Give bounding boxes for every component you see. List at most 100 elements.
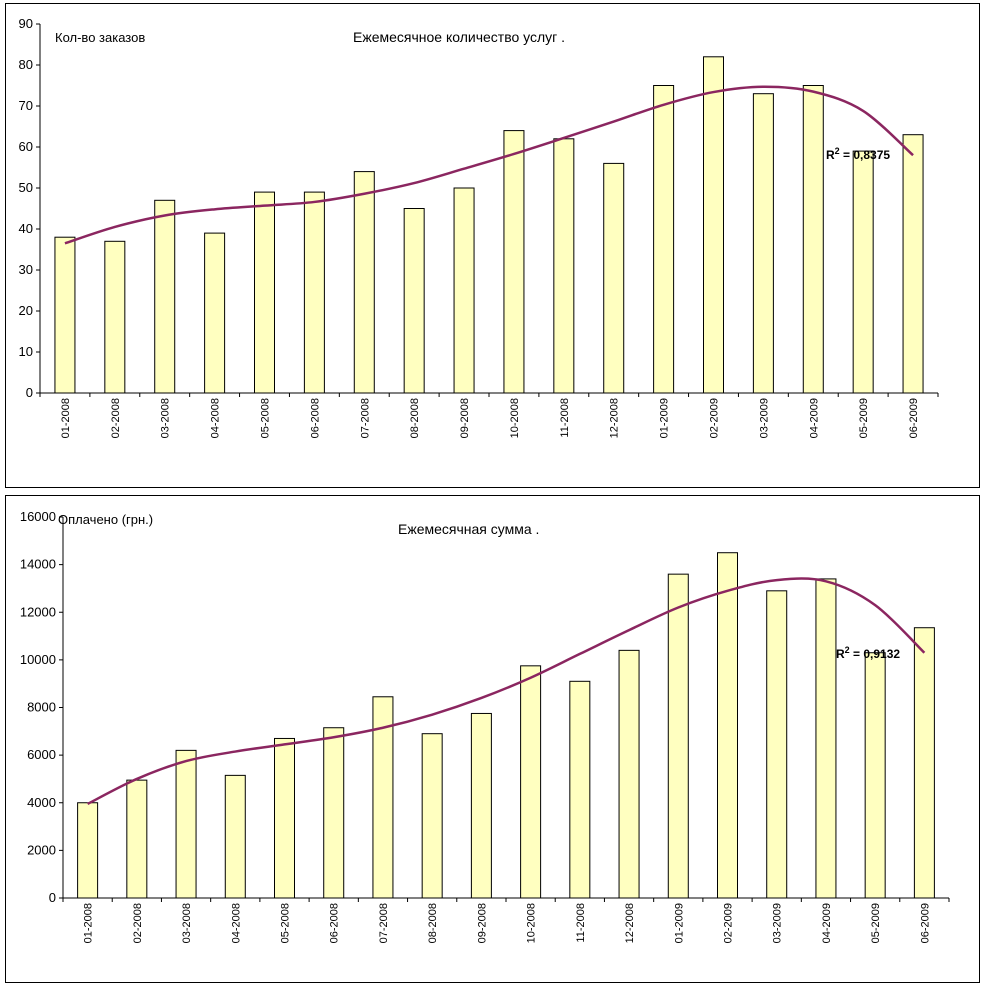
x-tick-label: 04-2008	[230, 903, 242, 943]
bar	[864, 652, 886, 899]
x-tick-label: 09-2008	[459, 398, 471, 438]
x-tick-label: 07-2008	[378, 903, 390, 943]
x-tick-label: 03-2008	[181, 903, 193, 943]
bar	[104, 240, 126, 394]
bar	[667, 573, 689, 899]
r2-base: R	[826, 148, 835, 162]
x-tick-label: 05-2009	[858, 398, 870, 438]
x-tick-label: 02-2009	[709, 398, 721, 438]
y-tick-label: 16000	[20, 509, 56, 524]
y-tick-label: 10	[19, 344, 33, 359]
x-tick-label: 03-2009	[772, 903, 784, 943]
x-tick-label: 03-2009	[758, 398, 770, 438]
bar	[54, 236, 76, 394]
x-tick-label: 06-2008	[329, 903, 341, 943]
y-tick-label: 0	[26, 385, 33, 400]
y-tick-label: 70	[19, 98, 33, 113]
x-tick-label: 06-2009	[908, 398, 920, 438]
bar	[703, 56, 724, 394]
r-squared-label: R2 = 0,8375	[826, 146, 890, 162]
x-tick-label: 04-2009	[808, 398, 820, 438]
r2-value: = 0,8375	[840, 148, 891, 162]
y-axis-label: Кол-во заказов	[55, 30, 145, 45]
y-tick-label: 6000	[27, 747, 56, 762]
bar	[503, 130, 525, 394]
axes	[36, 23, 939, 397]
bar	[603, 162, 625, 394]
x-tick-label: 08-2008	[409, 398, 421, 438]
bar	[154, 199, 176, 394]
x-tick-label: 03-2008	[160, 398, 172, 438]
x-tick-label: 06-2008	[309, 398, 321, 438]
bar	[717, 552, 738, 899]
x-tick-label: 02-2008	[132, 903, 144, 943]
r-squared-label: R2 = 0,9132	[836, 645, 900, 661]
y-tick-label: 30	[19, 262, 33, 277]
axes	[59, 516, 950, 902]
x-tick-label: 04-2008	[210, 398, 222, 438]
bar	[274, 737, 295, 899]
bar	[372, 696, 394, 899]
x-tick-label: 12-2008	[624, 903, 636, 943]
chart-title: Ежемесячная сумма .	[398, 521, 539, 537]
r2-value: = 0,9132	[850, 647, 901, 661]
y-tick-label: 90	[19, 16, 33, 31]
x-tick-label: 01-2009	[659, 398, 671, 438]
x-tick-label: 09-2008	[476, 903, 488, 943]
bar	[569, 680, 591, 899]
y-tick-label: 8000	[27, 700, 56, 715]
bar	[618, 649, 640, 899]
bar	[403, 208, 425, 394]
bar	[254, 191, 275, 394]
trendline	[87, 577, 926, 806]
x-tick-label: 06-2009	[919, 903, 931, 943]
sums-chart-svg: Ежемесячная сумма . Оплачено (грн.) 0 200…	[20, 509, 950, 943]
x-tick-label: 10-2008	[509, 398, 521, 438]
y-tick-label: 4000	[27, 795, 56, 810]
x-tick-label: 02-2009	[723, 903, 735, 943]
bar	[520, 665, 542, 899]
bar	[323, 727, 345, 899]
bar	[815, 578, 837, 899]
y-axis-label: Оплачено (грн.)	[58, 512, 153, 527]
y-tick-label: 12000	[20, 604, 56, 619]
x-tick-label: 08-2008	[427, 903, 439, 943]
bar	[77, 802, 99, 899]
bar	[126, 779, 148, 899]
bar	[204, 232, 226, 394]
x-tick-label: 04-2009	[821, 903, 833, 943]
trendline	[64, 85, 914, 245]
y-tick-label: 14000	[20, 557, 56, 572]
bar	[175, 749, 197, 899]
bar	[421, 733, 443, 899]
y-tick-label: 80	[19, 57, 33, 72]
bar	[802, 85, 824, 394]
y-tick-label: 60	[19, 139, 33, 154]
x-tick-label: 11-2008	[559, 398, 571, 438]
y-tick-label: 10000	[20, 652, 56, 667]
bar	[470, 712, 492, 899]
x-tick-label: 11-2008	[575, 903, 587, 943]
x-tick-label: 01-2008	[83, 903, 95, 943]
y-tick-label: 40	[19, 221, 33, 236]
bar	[766, 590, 788, 899]
x-tick-label: 05-2008	[260, 398, 272, 438]
x-tick-label: 07-2008	[359, 398, 371, 438]
r2-exponent: 2	[845, 645, 850, 655]
x-tick-label: 01-2008	[60, 398, 72, 438]
bar	[653, 85, 675, 394]
x-tick-label: 05-2009	[870, 903, 882, 943]
chart-panel-orders: Ежемесячное количество услуг . Кол-во за…	[5, 3, 980, 488]
bar	[224, 774, 246, 899]
bar	[913, 627, 935, 899]
y-tick-label: 0	[49, 890, 56, 905]
r2-base: R	[836, 647, 845, 661]
bar	[453, 187, 475, 394]
bar	[752, 93, 774, 394]
x-tick-label: 05-2008	[280, 903, 292, 943]
bar	[902, 134, 924, 394]
x-tick-label: 12-2008	[609, 398, 621, 438]
y-tick-label: 20	[19, 303, 33, 318]
bar	[852, 150, 874, 394]
x-tick-label: 10-2008	[526, 903, 538, 943]
